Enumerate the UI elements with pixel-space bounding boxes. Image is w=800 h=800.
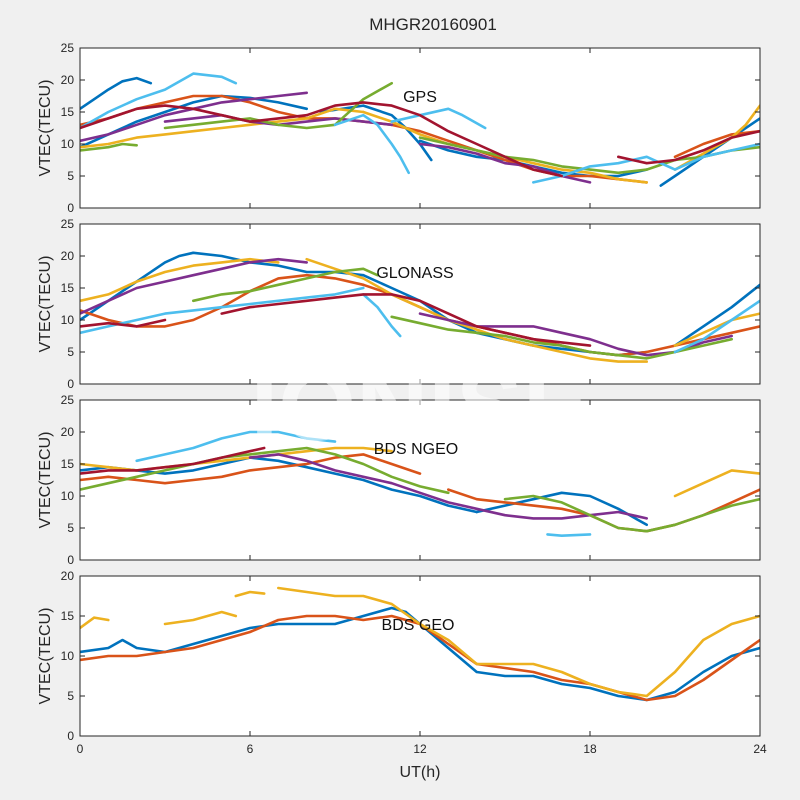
y-tick-label: 15	[61, 281, 75, 295]
series-line	[80, 72, 238, 130]
panel-label: GPS	[403, 89, 437, 106]
watermark: IONISE	[251, 350, 590, 462]
series-line	[80, 453, 422, 485]
series-line	[80, 142, 138, 152]
series-line	[234, 590, 266, 598]
x-tick-label: 12	[413, 742, 427, 756]
series-line	[362, 293, 402, 338]
series-line	[80, 456, 478, 514]
y-tick-label: 25	[61, 41, 75, 55]
y-tick-label: 0	[67, 377, 74, 391]
series-line	[277, 586, 760, 698]
x-tick-label: 18	[583, 742, 597, 756]
y-tick-label: 25	[61, 217, 75, 231]
series-line	[333, 113, 410, 175]
y-tick-label: 15	[61, 105, 75, 119]
y-axis-label: VTEC(TECU)	[37, 256, 54, 353]
series-line	[546, 533, 592, 537]
series-line	[305, 257, 648, 363]
series-group	[80, 72, 760, 187]
series-group	[80, 430, 760, 537]
series-line	[80, 257, 280, 303]
panel-gps: 0 5 10 15 20 25 VTEC(TECU) GPS	[37, 41, 761, 215]
y-tick-label: 15	[61, 457, 75, 471]
series-line	[390, 107, 487, 130]
series-line	[673, 312, 760, 347]
y-tick-label: 20	[61, 425, 75, 439]
series-line	[80, 318, 167, 328]
series-line	[475, 491, 648, 527]
plot-area	[80, 576, 760, 736]
x-tick-label: 24	[753, 742, 767, 756]
series-group	[80, 586, 760, 702]
y-tick-label: 10	[61, 649, 75, 663]
y-tick-label: 10	[61, 489, 75, 503]
plot-area	[80, 48, 760, 208]
y-tick-label: 20	[61, 73, 75, 87]
series-line	[192, 267, 379, 303]
y-tick-label: 25	[61, 393, 75, 407]
series-line	[80, 606, 408, 654]
y-tick-label: 0	[67, 553, 74, 567]
series-line	[673, 129, 760, 159]
panels: 0 5 10 15 20 25 VTEC(TECU) GPS 0 5 10 15 20 25 VTEC(TE…	[37, 41, 767, 756]
series-line	[532, 142, 760, 184]
y-tick-label: 0	[67, 729, 74, 743]
y-tick-label: 5	[67, 689, 74, 703]
y-tick-label: 10	[61, 137, 75, 151]
y-tick-label: 10	[61, 313, 75, 327]
y-tick-label: 0	[67, 201, 74, 215]
series-line	[503, 494, 760, 533]
y-tick-label: 5	[67, 345, 74, 359]
series-line	[80, 107, 365, 149]
x-tick-label: 6	[247, 742, 254, 756]
y-tick-label: 5	[67, 169, 74, 183]
series-line	[305, 101, 563, 178]
y-tick-label: 15	[61, 609, 75, 623]
panel-bds-ngeo: 0 5 10 15 20 25 VTEC(TECU) BDS NGEO	[37, 393, 761, 567]
figure-title: MHGR20160901	[369, 15, 497, 34]
series-line	[80, 104, 308, 130]
series-line	[80, 446, 266, 475]
series-line	[135, 430, 337, 463]
series-line	[163, 81, 393, 130]
series-line	[673, 299, 760, 354]
series-line	[80, 616, 110, 630]
y-tick-label: 5	[67, 521, 74, 535]
x-axis-label: UT(h)	[400, 764, 441, 781]
series-line	[80, 257, 308, 315]
panel-label: BDS NGEO	[374, 441, 458, 458]
series-group	[80, 251, 760, 363]
series-line	[220, 293, 592, 347]
series-line	[673, 283, 760, 347]
series-line	[163, 610, 238, 626]
panel-bds-geo: 0 5 10 15 20 0 6 12 18 24 VTEC(TECU) BDS GEO	[37, 569, 767, 756]
series-line	[617, 129, 760, 165]
y-tick-label: 20	[61, 249, 75, 263]
y-axis-label: VTEC(TECU)	[37, 608, 54, 705]
series-line	[404, 610, 760, 702]
series-line	[673, 469, 760, 498]
series-line	[248, 453, 648, 520]
x-tick-label: 0	[77, 742, 84, 756]
panel-label: GLONASS	[376, 265, 453, 282]
series-line	[80, 76, 153, 111]
y-axis-label: VTEC(TECU)	[37, 432, 54, 529]
y-axis-label: VTEC(TECU)	[37, 80, 54, 177]
series-line	[80, 446, 450, 495]
panel-label: BDS GEO	[382, 617, 455, 634]
y-tick-label: 20	[61, 569, 75, 583]
panel-glonass: 0 5 10 15 20 25 VTEC(TECU) GLONASS	[37, 217, 761, 391]
series-line	[80, 286, 365, 335]
